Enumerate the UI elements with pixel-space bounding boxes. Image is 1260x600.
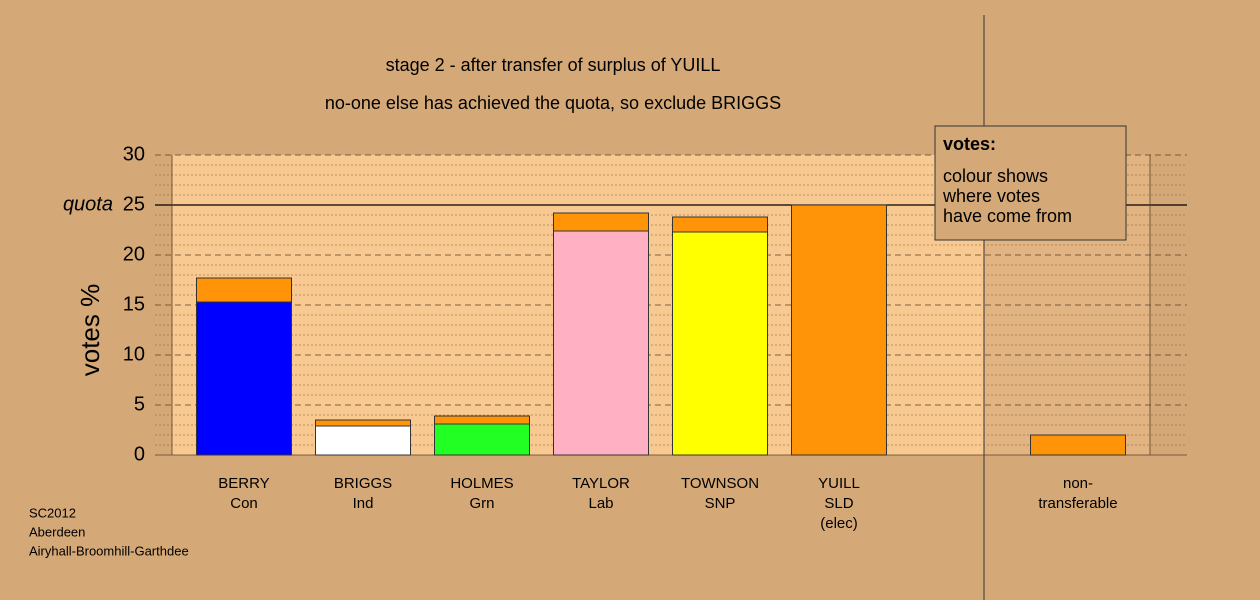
y-axis-label: votes % bbox=[75, 284, 105, 377]
bar-segment bbox=[434, 415, 530, 425]
bar-segment bbox=[1030, 434, 1126, 456]
bar-segment bbox=[196, 277, 292, 303]
bar-segment bbox=[672, 231, 768, 456]
y-tick-label: 25 bbox=[123, 193, 145, 215]
legend-text: have come from bbox=[943, 206, 1072, 226]
chart-title: stage 2 - after transfer of surplus of Y… bbox=[386, 55, 721, 75]
bar-segment bbox=[553, 230, 649, 456]
y-tick-label: 15 bbox=[123, 293, 145, 315]
legend-text: colour shows bbox=[943, 166, 1048, 186]
x-tick-label: YUILL bbox=[818, 475, 860, 492]
x-tick-label: BRIGGS bbox=[334, 475, 392, 492]
bar-segment bbox=[672, 216, 768, 233]
x-tick-label: SNP bbox=[705, 495, 736, 512]
quota-label: quota bbox=[63, 193, 113, 215]
x-tick-label: TAYLOR bbox=[572, 475, 630, 492]
footer-text: Aberdeen bbox=[29, 524, 85, 539]
x-tick-label: TOWNSON bbox=[681, 475, 759, 492]
x-tick-label: transferable bbox=[1038, 495, 1117, 512]
legend-text: where votes bbox=[942, 186, 1040, 206]
bar-segment bbox=[791, 204, 887, 456]
bar-segment bbox=[434, 423, 530, 456]
bar-segment bbox=[196, 301, 292, 456]
bar-segment bbox=[315, 425, 411, 456]
x-tick-label: (elec) bbox=[820, 515, 858, 532]
x-tick-label: Con bbox=[230, 495, 258, 512]
x-tick-label: BERRY bbox=[218, 475, 269, 492]
legend-box bbox=[934, 125, 1127, 241]
y-tick-label: 20 bbox=[123, 243, 145, 265]
x-tick-label: SLD bbox=[824, 495, 853, 512]
footer-text: Airyhall-Broomhill-Garthdee bbox=[29, 543, 189, 558]
y-tick-label: 30 bbox=[123, 143, 145, 165]
x-tick-label: non- bbox=[1063, 475, 1093, 492]
x-tick-label: Ind bbox=[353, 495, 374, 512]
y-tick-label: 10 bbox=[123, 343, 145, 365]
bar-segment bbox=[315, 419, 411, 427]
y-tick-label: 5 bbox=[134, 393, 145, 415]
footer-text: SC2012 bbox=[29, 505, 76, 520]
x-tick-label: Lab bbox=[588, 495, 613, 512]
x-tick-label: Grn bbox=[469, 495, 494, 512]
chart-subtitle: no-one else has achieved the quota, so e… bbox=[325, 93, 781, 113]
x-tick-label: HOLMES bbox=[450, 475, 513, 492]
bar-segment bbox=[553, 212, 649, 232]
y-tick-label: 0 bbox=[134, 443, 145, 465]
legend-title: votes: bbox=[943, 134, 996, 154]
